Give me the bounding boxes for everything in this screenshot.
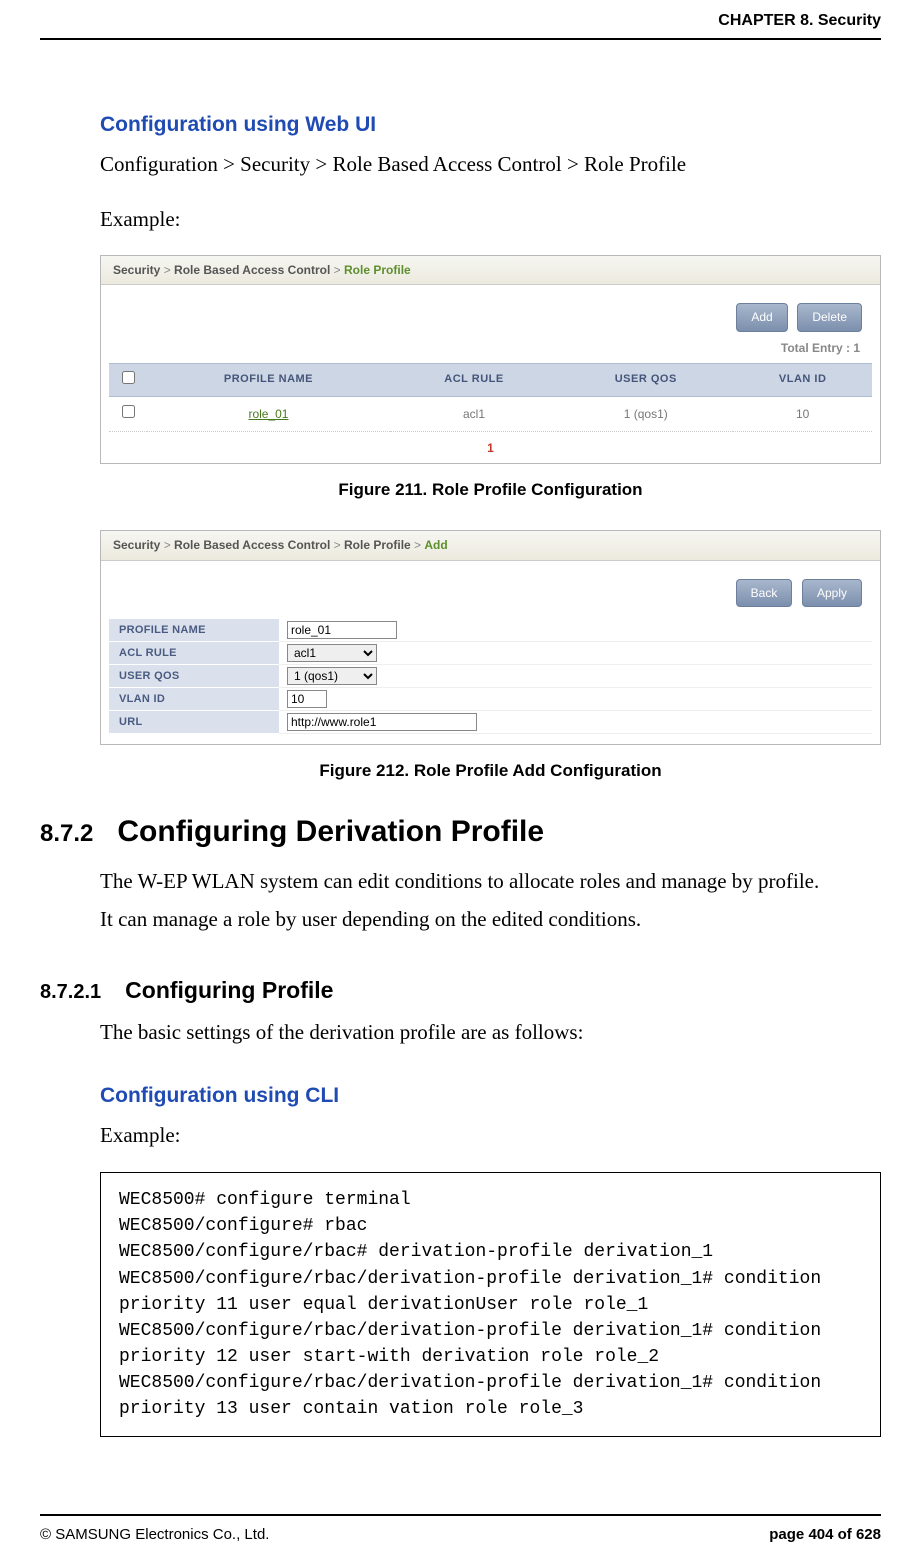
bc-current: Role Profile (344, 263, 411, 277)
example-label: Example: (100, 205, 881, 234)
role-profile-form: PROFILE NAME ACL RULE acl1 USER QOS 1 (q… (109, 619, 872, 734)
label-user-qos: USER QOS (109, 665, 279, 688)
breadcrumb-text: Configuration > Security > Role Based Ac… (100, 150, 881, 179)
figure-211-screenshot: Security > Role Based Access Control > R… (100, 255, 881, 464)
checkbox-header (109, 363, 147, 396)
section-body: It can manage a role by user depending o… (100, 905, 881, 934)
select-user-qos[interactable]: 1 (qos1) (287, 667, 377, 685)
bc-part: Security (113, 263, 160, 277)
bc-sep: > (164, 538, 174, 552)
figure-211-caption: Figure 211. Role Profile Configuration (100, 478, 881, 502)
section-body: The basic settings of the derivation pro… (100, 1018, 881, 1047)
section-8-7-2-heading: 8.7.2 Configuring Derivation Profile (40, 811, 881, 853)
cell-user-qos: 1 (qos1) (558, 397, 733, 432)
cell-profile-name[interactable]: role_01 (147, 397, 390, 432)
add-button[interactable]: Add (736, 303, 787, 332)
section-body: The W-EP WLAN system can edit conditions… (100, 867, 881, 896)
page-header: CHAPTER 8. Security (40, 10, 881, 40)
label-url: URL (109, 711, 279, 734)
copyright: © SAMSUNG Electronics Co., Ltd. (40, 1524, 269, 1545)
input-url[interactable] (287, 713, 477, 731)
section-number: 8.7.2.1 (40, 978, 101, 1006)
bc-part: Role Based Access Control (174, 263, 330, 277)
select-acl-rule[interactable]: acl1 (287, 644, 377, 662)
fig211-breadcrumb: Security > Role Based Access Control > R… (101, 256, 880, 286)
apply-button[interactable]: Apply (802, 579, 862, 608)
label-acl-rule: ACL RULE (109, 642, 279, 665)
bc-sep: > (164, 263, 174, 277)
col-vlan-id: VLAN ID (733, 363, 872, 396)
heading-cli: Configuration using CLI (100, 1081, 881, 1110)
section-title: Configuring Profile (125, 974, 333, 1006)
bc-current: Add (424, 538, 447, 552)
bc-sep: > (414, 538, 424, 552)
bc-part: Role Profile (344, 538, 411, 552)
figure-212-caption: Figure 212. Role Profile Add Configurati… (100, 759, 881, 783)
role-profile-table: PROFILE NAME ACL RULE USER QOS VLAN ID r… (109, 363, 872, 432)
col-acl-rule: ACL RULE (390, 363, 558, 396)
pager[interactable]: 1 (101, 436, 880, 463)
select-all-checkbox[interactable] (122, 371, 135, 384)
page-footer: © SAMSUNG Electronics Co., Ltd. page 404… (40, 1514, 881, 1545)
example-label: Example: (100, 1121, 881, 1150)
row-checkbox[interactable] (122, 405, 135, 418)
total-entry: Total Entry : 1 (101, 336, 880, 363)
section-title: Configuring Derivation Profile (117, 811, 544, 853)
cell-acl-rule: acl1 (390, 397, 558, 432)
chapter-label: CHAPTER 8. Security (718, 12, 881, 29)
back-button[interactable]: Back (736, 579, 793, 608)
fig212-breadcrumb: Security > Role Based Access Control > R… (101, 531, 880, 561)
delete-button[interactable]: Delete (797, 303, 862, 332)
bc-part: Security (113, 538, 160, 552)
cli-code-block: WEC8500# configure terminal WEC8500/conf… (100, 1172, 881, 1437)
section-8-7-2-1-heading: 8.7.2.1 Configuring Profile (40, 974, 881, 1006)
bc-sep: > (334, 263, 344, 277)
bc-sep: > (334, 538, 344, 552)
label-vlan-id: VLAN ID (109, 688, 279, 711)
input-profile-name[interactable] (287, 621, 397, 639)
heading-webui: Configuration using Web UI (100, 110, 881, 139)
table-row: role_01 acl1 1 (qos1) 10 (109, 397, 872, 432)
col-profile-name: PROFILE NAME (147, 363, 390, 396)
section-number: 8.7.2 (40, 817, 93, 851)
page-number: page 404 of 628 (769, 1524, 881, 1545)
input-vlan-id[interactable] (287, 690, 327, 708)
figure-212-screenshot: Security > Role Based Access Control > R… (100, 530, 881, 746)
col-user-qos: USER QOS (558, 363, 733, 396)
label-profile-name: PROFILE NAME (109, 619, 279, 642)
cell-vlan-id: 10 (733, 397, 872, 432)
bc-part: Role Based Access Control (174, 538, 330, 552)
